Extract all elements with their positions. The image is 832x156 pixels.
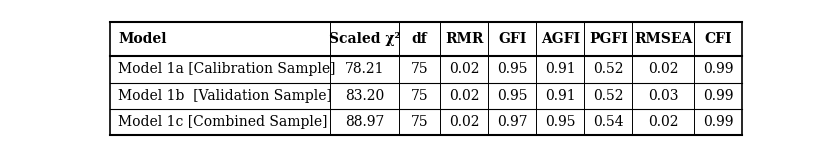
Text: 0.95: 0.95 [545,115,576,129]
Text: 0.91: 0.91 [545,62,576,76]
Text: 0.95: 0.95 [497,89,527,103]
Text: Model 1c [Combined Sample]: Model 1c [Combined Sample] [118,115,328,129]
Text: 0.02: 0.02 [648,62,679,76]
Text: 88.97: 88.97 [345,115,384,129]
Text: 0.02: 0.02 [449,115,479,129]
Text: PGFI: PGFI [589,32,628,46]
Text: Scaled χ²: Scaled χ² [329,32,400,46]
Text: 0.02: 0.02 [449,89,479,103]
Text: 0.54: 0.54 [593,115,624,129]
Text: AGFI: AGFI [541,32,580,46]
Text: 0.97: 0.97 [497,115,527,129]
Text: Model 1a [Calibration Sample]: Model 1a [Calibration Sample] [118,62,335,76]
Text: 75: 75 [411,62,428,76]
Text: 75: 75 [411,89,428,103]
Text: 0.03: 0.03 [648,89,679,103]
Text: 0.99: 0.99 [703,62,734,76]
Text: RMSEA: RMSEA [634,32,692,46]
Text: 0.99: 0.99 [703,115,734,129]
Text: 75: 75 [411,115,428,129]
Text: df: df [412,32,428,46]
Text: Model 1b  [Validation Sample]: Model 1b [Validation Sample] [118,89,332,103]
Text: 0.52: 0.52 [593,89,624,103]
Text: CFI: CFI [705,32,732,46]
Text: 0.52: 0.52 [593,62,624,76]
Text: 83.20: 83.20 [345,89,384,103]
Text: 0.02: 0.02 [449,62,479,76]
Text: 0.02: 0.02 [648,115,679,129]
Text: GFI: GFI [498,32,527,46]
Text: 78.21: 78.21 [344,62,384,76]
Text: RMR: RMR [445,32,483,46]
Text: 0.95: 0.95 [497,62,527,76]
Text: 0.99: 0.99 [703,89,734,103]
Text: 0.91: 0.91 [545,89,576,103]
Text: Model: Model [118,32,166,46]
